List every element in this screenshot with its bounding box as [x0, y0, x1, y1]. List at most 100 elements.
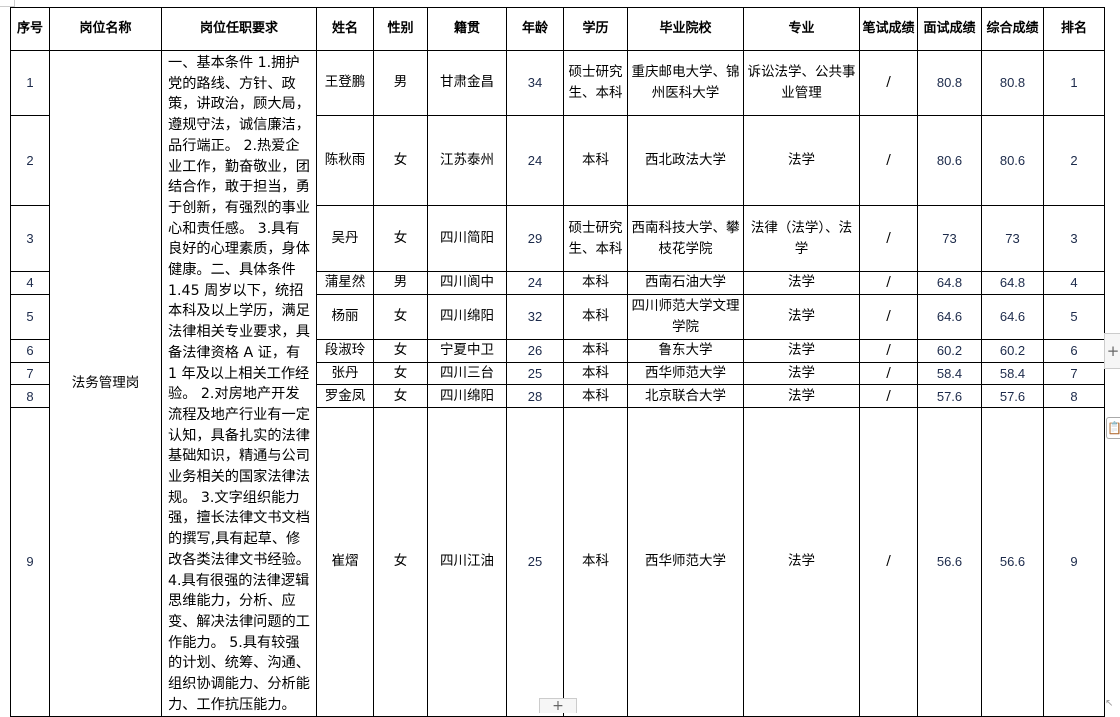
origin-cell: 四川江油: [427, 406, 507, 717]
name-cell: 段淑玲: [316, 339, 374, 363]
rank-cell: 9: [1043, 406, 1105, 717]
header-age: 年龄: [506, 7, 564, 51]
gender-cell: 女: [373, 406, 428, 717]
edu-cell: 本科: [563, 406, 628, 717]
table-row: 8 罗金凤女四川绵阳 28 本科 北京联合大学 法学/57.6 57.6 8: [10, 384, 1105, 408]
origin-cell: 四川绵阳: [427, 293, 507, 341]
requirements-cell: 一、基本条件 1.拥护党的路线、方针、政策，讲政治，顾大局，遵规守法，诚信廉洁，…: [161, 50, 317, 717]
origin-cell: 宁夏中卫: [427, 339, 507, 363]
name-cell: 吴丹: [316, 205, 374, 273]
header-major: 专业: [743, 7, 860, 51]
rank-cell: 6: [1043, 339, 1105, 363]
header-position: 岗位名称: [49, 7, 162, 51]
gender-cell: 女: [373, 339, 428, 363]
major-cell: 法学: [743, 406, 860, 717]
header-total: 综合成绩: [981, 7, 1044, 51]
major-cell: 法学: [743, 271, 860, 295]
written-cell: /: [859, 293, 918, 341]
total-cell: 64.8: [981, 271, 1044, 295]
name-cell: 杨丽: [316, 293, 374, 341]
written-cell: /: [859, 205, 918, 273]
edu-cell: 本科: [563, 114, 628, 207]
add-column-button[interactable]: +: [1104, 333, 1120, 369]
total-cell: 57.6: [981, 384, 1044, 408]
header-education: 学历: [563, 7, 628, 51]
interview-cell: 57.6: [917, 384, 982, 408]
interview-cell: 64.6: [917, 293, 982, 341]
position-cell: 法务管理岗: [49, 50, 162, 717]
age-cell: 25: [506, 361, 564, 386]
clipboard-icon[interactable]: 📋: [1106, 417, 1120, 439]
header-gender: 性别: [373, 7, 428, 51]
edu-cell: 本科: [563, 271, 628, 295]
total-cell: 73: [981, 205, 1044, 273]
header-origin: 籍贯: [427, 7, 507, 51]
school-cell: 西南科技大学、攀枝花学院: [627, 205, 744, 273]
name-cell: 罗金凤: [316, 384, 374, 408]
edu-cell: 本科: [563, 384, 628, 408]
total-cell: 58.4: [981, 361, 1044, 386]
gender-cell: 女: [373, 384, 428, 408]
interview-cell: 73: [917, 205, 982, 273]
interview-cell: 80.6: [917, 114, 982, 207]
major-cell: 法学: [743, 339, 860, 363]
no-cell: 6: [10, 339, 50, 363]
no-cell: 1: [10, 50, 50, 116]
written-cell: /: [859, 271, 918, 295]
total-cell: 64.6: [981, 293, 1044, 341]
no-cell: 3: [10, 205, 50, 273]
no-cell: 7: [10, 361, 50, 386]
origin-cell: 四川三台: [427, 361, 507, 386]
origin-cell: 江苏泰州: [427, 114, 507, 207]
resize-handle-icon[interactable]: ↖: [1105, 698, 1114, 709]
rank-cell: 2: [1043, 114, 1105, 207]
school-cell: 西北政法大学: [627, 114, 744, 207]
table-row: 2 陈秋雨女江苏泰州 24 本科 西北政法大学 法学/80.6 80.6 2: [10, 114, 1105, 207]
school-cell: 北京联合大学: [627, 384, 744, 408]
written-cell: /: [859, 114, 918, 207]
edu-cell: 硕士研究生、本科: [563, 50, 628, 116]
written-cell: /: [859, 50, 918, 116]
table-row: 3 吴丹女四川简阳 29 硕士研究生、本科 西南科技大学、攀枝花学院 法律（法学）、法学 /…: [10, 205, 1105, 273]
rank-cell: 4: [1043, 271, 1105, 295]
header-school: 毕业院校: [627, 7, 744, 51]
major-cell: 法学: [743, 384, 860, 408]
age-cell: 24: [506, 271, 564, 295]
written-cell: /: [859, 384, 918, 408]
school-cell: 四川师范大学文理学院: [627, 293, 744, 341]
name-cell: 蒲星然: [316, 271, 374, 295]
edu-cell: 本科: [563, 361, 628, 386]
rank-cell: 5: [1043, 293, 1105, 341]
origin-cell: 甘肃金昌: [427, 50, 507, 116]
header-requirements: 岗位任职要求: [161, 7, 317, 51]
header-name: 姓名: [316, 7, 374, 51]
no-cell: 2: [10, 114, 50, 207]
interview-cell: 60.2: [917, 339, 982, 363]
age-cell: 32: [506, 293, 564, 341]
school-cell: 重庆邮电大学、锦州医科大学: [627, 50, 744, 116]
origin-cell: 四川阆中: [427, 271, 507, 295]
table-row: 6 段淑玲女宁夏中卫 26 本科 鲁东大学 法学/60.2 60.2 6: [10, 339, 1105, 363]
gender-cell: 女: [373, 114, 428, 207]
no-cell: 9: [10, 406, 50, 717]
major-cell: 法学: [743, 361, 860, 386]
interview-cell: 64.8: [917, 271, 982, 295]
name-cell: 陈秋雨: [316, 114, 374, 207]
interview-cell: 80.8: [917, 50, 982, 116]
table-row: 7 张丹女四川三台 25 本科 西华师范大学 法学/58.4 58.4 7: [10, 361, 1105, 386]
table-select-handle[interactable]: [0, 0, 15, 7]
school-cell: 西华师范大学: [627, 406, 744, 717]
written-cell: /: [859, 339, 918, 363]
total-cell: 60.2: [981, 339, 1044, 363]
age-cell: 28: [506, 384, 564, 408]
total-cell: 56.6: [981, 406, 1044, 717]
add-row-button[interactable]: +: [539, 698, 577, 713]
total-cell: 80.8: [981, 50, 1044, 116]
gender-cell: 女: [373, 293, 428, 341]
school-cell: 西南石油大学: [627, 271, 744, 295]
school-cell: 鲁东大学: [627, 339, 744, 363]
gender-cell: 男: [373, 50, 428, 116]
origin-cell: 四川简阳: [427, 205, 507, 273]
rank-cell: 8: [1043, 384, 1105, 408]
written-cell: /: [859, 406, 918, 717]
